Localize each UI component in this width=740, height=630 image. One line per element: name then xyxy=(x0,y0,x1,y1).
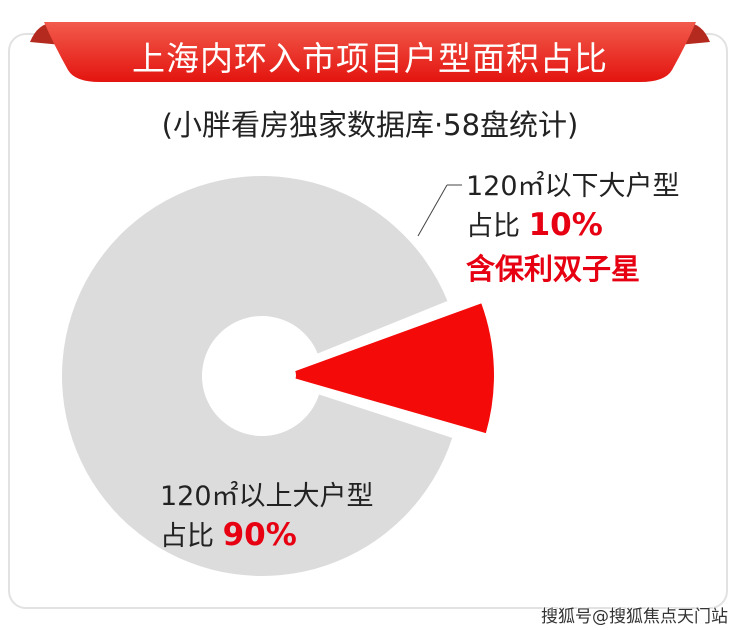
slice-label-prefix: 占比 xyxy=(466,211,520,242)
slice-value: 90% xyxy=(222,517,297,553)
chart-title: 上海内环入市项目户型面积占比 xyxy=(132,39,608,78)
slice-label-large: 120㎡以上大户型 占比 90% xyxy=(160,478,374,556)
leader-line xyxy=(417,184,448,237)
slice-label-prefix: 占比 xyxy=(160,521,214,552)
slice-note: 含保利双子星 xyxy=(466,252,641,286)
donut-slice-2 xyxy=(62,176,453,577)
donut-slice-1 xyxy=(295,303,494,434)
title-ribbon xyxy=(30,22,710,82)
slice-label-line1: 120㎡以上大户型 xyxy=(160,481,374,512)
slice-label-small: 120㎡以下大户型 占比 10% 含保利双子星 xyxy=(466,168,680,288)
slice-value: 10% xyxy=(528,207,603,243)
watermark: 搜狐号@搜狐焦点天门站 xyxy=(541,607,728,627)
slice-label-line1: 120㎡以下大户型 xyxy=(466,171,680,202)
chart-subtitle: (小胖看房独家数据库·58盘统计) xyxy=(161,108,579,142)
